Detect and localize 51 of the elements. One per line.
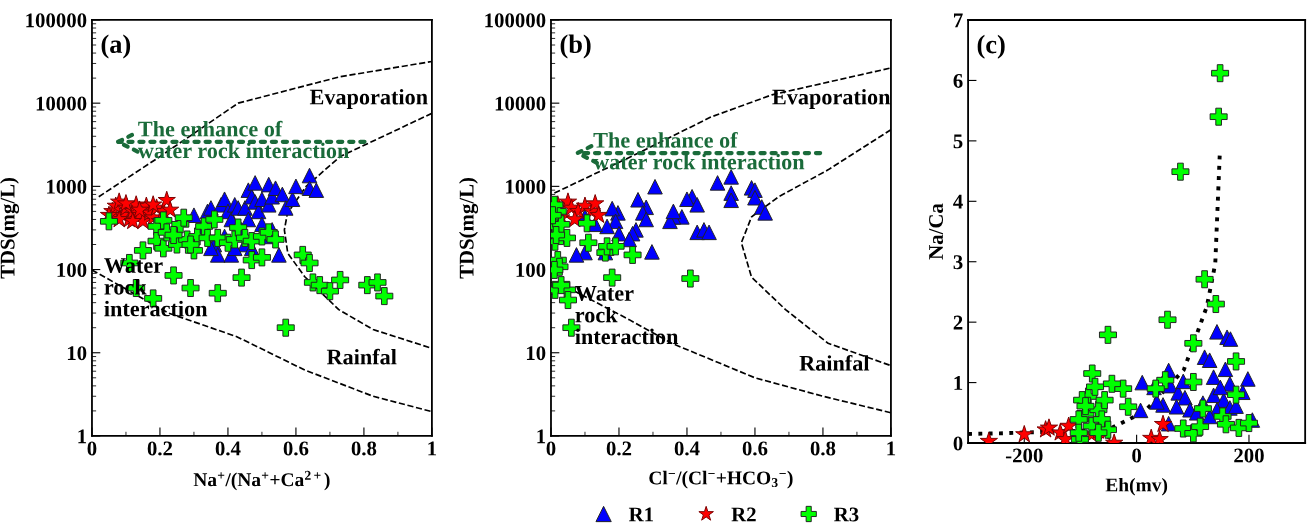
legend-label: R3 xyxy=(834,507,859,522)
y-tick-label: 10000 xyxy=(495,96,546,111)
text: (a) xyxy=(101,34,131,59)
x-tick-label: 0.2 xyxy=(606,441,632,456)
y-tick-label: 100 xyxy=(57,262,87,277)
x-axis-title: Na$^{+}$/(Na$^{+}$+Ca$^{2+}$) xyxy=(193,470,330,491)
y-axis-title: TDS(mg/L) xyxy=(459,177,479,279)
y-tick-label: 100000 xyxy=(26,13,87,28)
annotation: The enhance of water rock interaction xyxy=(137,120,350,159)
x-tick-label: 1 xyxy=(428,441,437,456)
y-tick-label: 10000 xyxy=(36,96,87,111)
y-tick-label: 5 xyxy=(953,134,963,149)
annotation: Rainfal xyxy=(799,354,870,371)
y-tick-label: 1 xyxy=(537,429,546,444)
y-tick-label: 10 xyxy=(526,346,546,361)
y-tick-label: 10 xyxy=(67,346,87,361)
x-tick-label: 1 xyxy=(887,441,896,456)
legend-label: R2 xyxy=(731,507,756,522)
x-tick-label: 0 xyxy=(546,441,556,456)
legend-label: R1 xyxy=(628,507,653,522)
text: (c) xyxy=(977,34,1005,59)
x-tick-label: 0.4 xyxy=(215,441,241,456)
x-tick-label: 0.6 xyxy=(742,441,768,456)
annotation: Evaporation xyxy=(772,88,891,110)
x-tick-label: 0.8 xyxy=(351,441,377,456)
x-tick-label: 0.4 xyxy=(674,441,700,456)
annotation: Rainfal xyxy=(326,348,397,365)
y-tick-label: 1 xyxy=(78,429,87,444)
x-tick-label: 0.8 xyxy=(810,441,836,456)
y-tick-label: 2 xyxy=(953,315,963,330)
y-tick-label: 6 xyxy=(953,73,963,88)
x-tick-label: 0 xyxy=(87,441,97,456)
y-axis-title: TDS(mg/L) xyxy=(0,177,20,279)
y-tick-label: 3 xyxy=(953,255,963,270)
y-tick-label: 1000 xyxy=(506,179,546,194)
y-tick-label: 1 xyxy=(954,376,963,390)
x-tick-label: 0.6 xyxy=(283,441,309,456)
annotation: Evaporation xyxy=(309,88,428,110)
x-axis-title: Cl$^{−}$/(Cl$^{−}$+HCO$_{3}$$^{−}$) xyxy=(649,470,793,489)
x-tick-label: 0 xyxy=(1132,448,1142,463)
x-tick-label: 0.2 xyxy=(147,441,173,456)
y-tick-label: 7 xyxy=(954,13,963,28)
y-axis-title: Na/Ca xyxy=(929,203,944,260)
y-tick-label: 4 xyxy=(953,194,963,209)
x-axis-title: Eh(mv) xyxy=(1105,477,1168,496)
y-tick-label: 100000 xyxy=(485,13,546,28)
y-tick-label: 1000 xyxy=(47,179,87,194)
x-tick-label: -200 xyxy=(1005,448,1043,463)
text: (b) xyxy=(560,34,591,59)
x-tick-label: 200 xyxy=(1234,448,1264,463)
y-tick-label: 100 xyxy=(516,262,546,277)
